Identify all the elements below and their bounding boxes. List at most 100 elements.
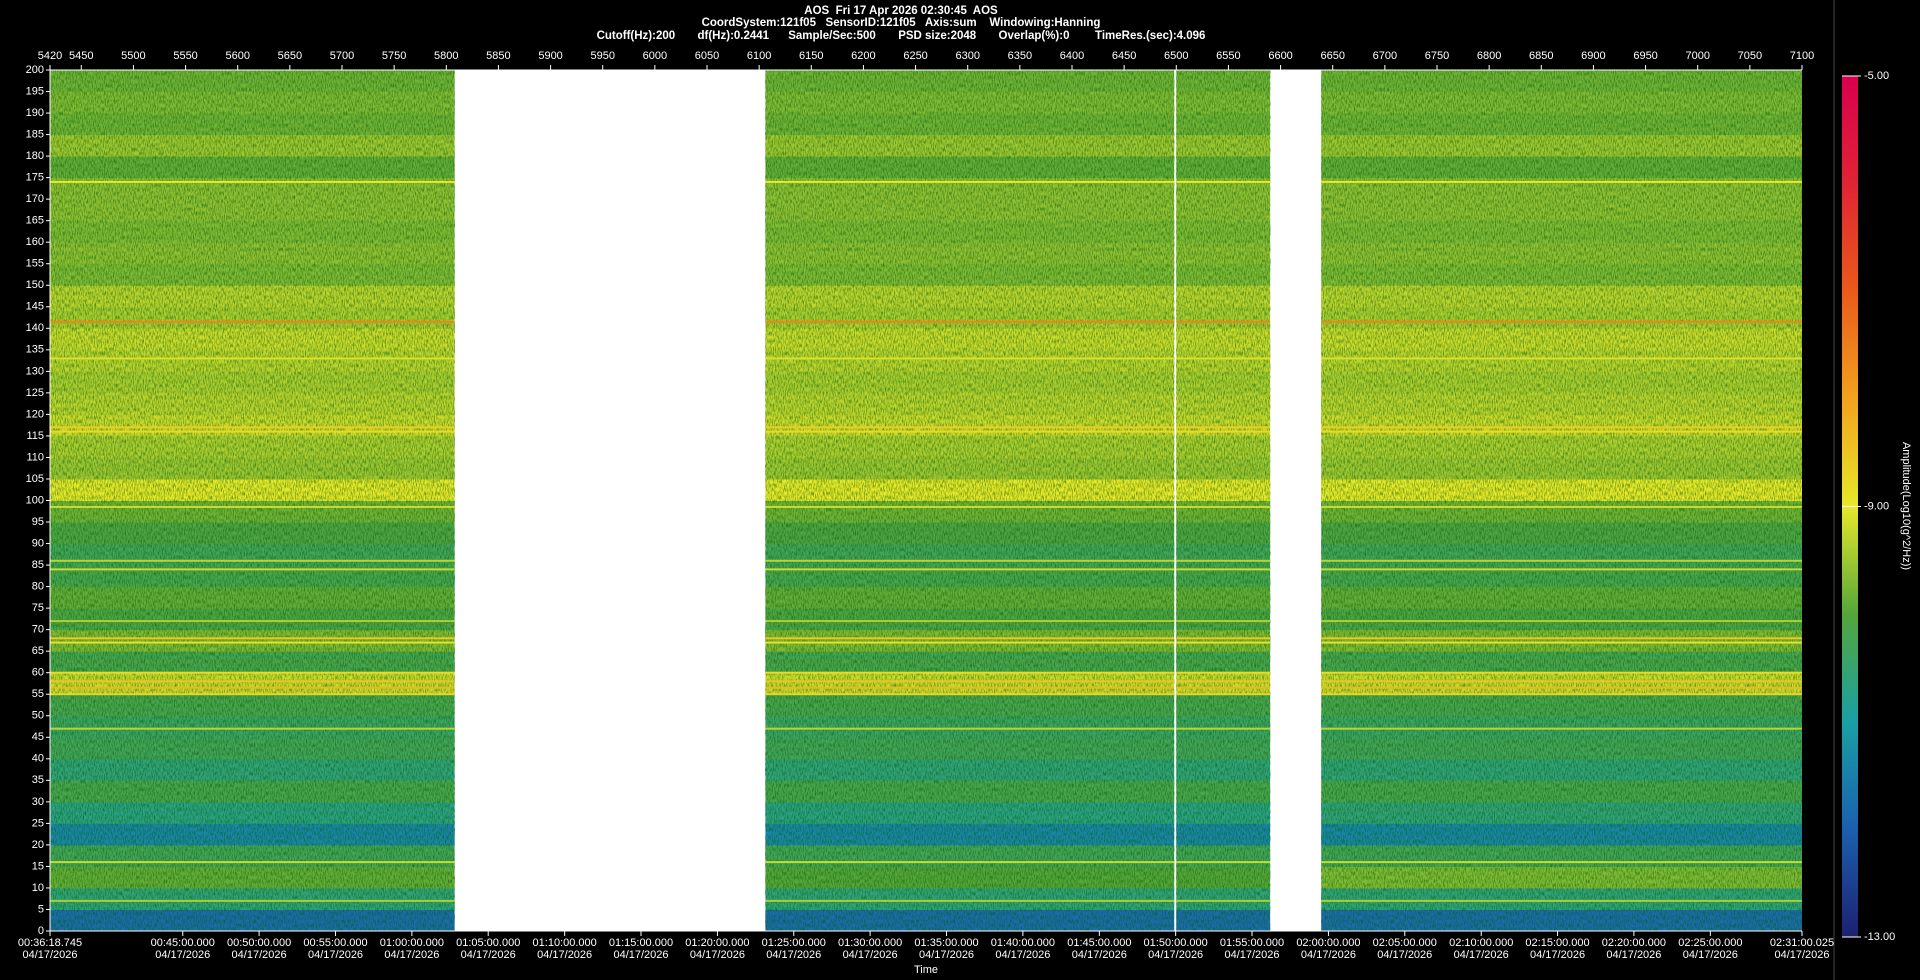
heatmap-cell: [50, 156, 455, 179]
spectral-line: [765, 861, 1175, 864]
x-tick-label: 01:25:00.000: [762, 937, 826, 949]
heatmap-cell: [50, 199, 455, 222]
spectral-line: [1321, 899, 1802, 902]
x-tick-date: 04/17/2026: [1377, 949, 1432, 961]
heatmap-cell: [765, 371, 1175, 394]
heatmap-cell: [765, 758, 1175, 781]
spectral-line: [765, 671, 1175, 674]
heatmap-cell: [765, 801, 1175, 824]
x2-tick-label: 5750: [382, 50, 406, 62]
heatmap-cell: [1176, 113, 1271, 136]
heatmap-cell: [1321, 651, 1802, 674]
heatmap-cell: [765, 887, 1175, 910]
heatmap-cell: [765, 70, 1175, 93]
heatmap-cell: [50, 543, 455, 566]
spectral-line: [50, 680, 455, 683]
x2-tick-label: 5850: [486, 50, 510, 62]
heatmap-cell: [1176, 70, 1271, 93]
heatmap-cell: [765, 844, 1175, 867]
heatmap-cell: [765, 392, 1175, 415]
heatmap-cell: [1176, 694, 1271, 717]
heatmap-cell: [50, 887, 455, 910]
spectral-line: [1176, 899, 1271, 902]
heatmap-cell: [1321, 715, 1802, 738]
y-tick-label: 90: [32, 537, 44, 549]
heatmap-cell: [50, 435, 455, 458]
x2-tick-label: 6650: [1320, 50, 1344, 62]
y-tick-label: 40: [32, 753, 44, 765]
heatmap-cell: [50, 629, 455, 652]
heatmap-cell: [765, 500, 1175, 523]
heatmap-cell: [765, 414, 1175, 437]
y-tick-label: 70: [32, 624, 44, 636]
heatmap-cell: [765, 435, 1175, 458]
y-tick-label: 30: [32, 796, 44, 808]
spectral-line: [1176, 505, 1271, 508]
heatmap-cell: [1321, 758, 1802, 781]
heatmap-cell: [1176, 328, 1271, 351]
spectral-line: [765, 727, 1175, 730]
heatmap-cell: [50, 844, 455, 867]
y-tick-label: 115: [26, 430, 44, 442]
heatmap-cell: [765, 651, 1175, 674]
spectral-line: [1321, 861, 1802, 864]
spectral-line: [1321, 641, 1802, 644]
x-tick-label: 02:00:00.000: [1296, 937, 1360, 949]
y-tick-label: 200: [26, 64, 44, 76]
spectral-line: [1321, 693, 1802, 696]
x-tick-date: 04/17/2026: [384, 949, 439, 961]
heatmap-cell: [1176, 91, 1271, 114]
spectral-line: [50, 727, 455, 730]
x2-tick-label: 5420: [38, 50, 62, 62]
y-tick-label: 80: [32, 581, 44, 593]
heatmap-cell: [765, 306, 1175, 329]
y-tick-label: 160: [26, 236, 44, 248]
spectral-line: [50, 357, 455, 360]
spectral-line: [50, 637, 455, 640]
heatmap-cell: [1321, 500, 1802, 523]
spectral-line: [50, 686, 455, 689]
heatmap-cell: [1321, 70, 1802, 93]
heatmap-cell: [765, 543, 1175, 566]
y-tick-label: 20: [32, 839, 44, 851]
heatmap-cell: [765, 177, 1175, 200]
heatmap-cell: [1321, 522, 1802, 545]
heatmap-cell: [1176, 220, 1271, 243]
heatmap-cell: [1176, 371, 1271, 394]
heatmap-cell: [1321, 414, 1802, 437]
heatmap-cell: [50, 392, 455, 415]
heatmap-cell: [1321, 629, 1802, 652]
spectral-line: [765, 641, 1175, 644]
heatmap-cell: [1321, 134, 1802, 157]
heatmap-cell: [1321, 435, 1802, 458]
x-tick-label: 02:31:00.025: [1770, 937, 1834, 949]
heatmap-cell: [765, 694, 1175, 717]
spectral-line: [765, 559, 1175, 562]
x2-tick-label: 6000: [643, 50, 667, 62]
y-tick-label: 35: [32, 774, 44, 786]
spectral-line: [1321, 680, 1802, 683]
heatmap-cell: [50, 328, 455, 351]
spectral-line: [765, 180, 1175, 183]
colorbar-label: Amplitude(Log10(g^2/Hz)): [1900, 442, 1912, 570]
y-tick-label: 140: [26, 322, 44, 334]
spectral-line: [765, 505, 1175, 508]
spectral-line: [1176, 637, 1271, 640]
y-tick-label: 85: [32, 559, 44, 571]
x-tick-date: 04/17/2026: [613, 949, 668, 961]
heatmap-cell: [50, 522, 455, 545]
heatmap-cell: [1176, 715, 1271, 738]
x2-tick-label: 6950: [1633, 50, 1657, 62]
spectral-line: [1321, 505, 1802, 508]
heatmap-cell: [1176, 306, 1271, 329]
x2-tick-label: 5550: [173, 50, 197, 62]
y-tick-label: 165: [26, 215, 44, 227]
heatmap-cell: [765, 242, 1175, 265]
y-tick-label: 10: [32, 882, 44, 894]
heatmap-cell: [1176, 457, 1271, 480]
heatmap-cell: [765, 608, 1175, 631]
x2-tick-label: 6750: [1425, 50, 1449, 62]
heatmap-cell: [50, 220, 455, 243]
y-tick-label: 185: [26, 128, 44, 140]
colorbar-tick-label: -5.00: [1864, 70, 1889, 82]
